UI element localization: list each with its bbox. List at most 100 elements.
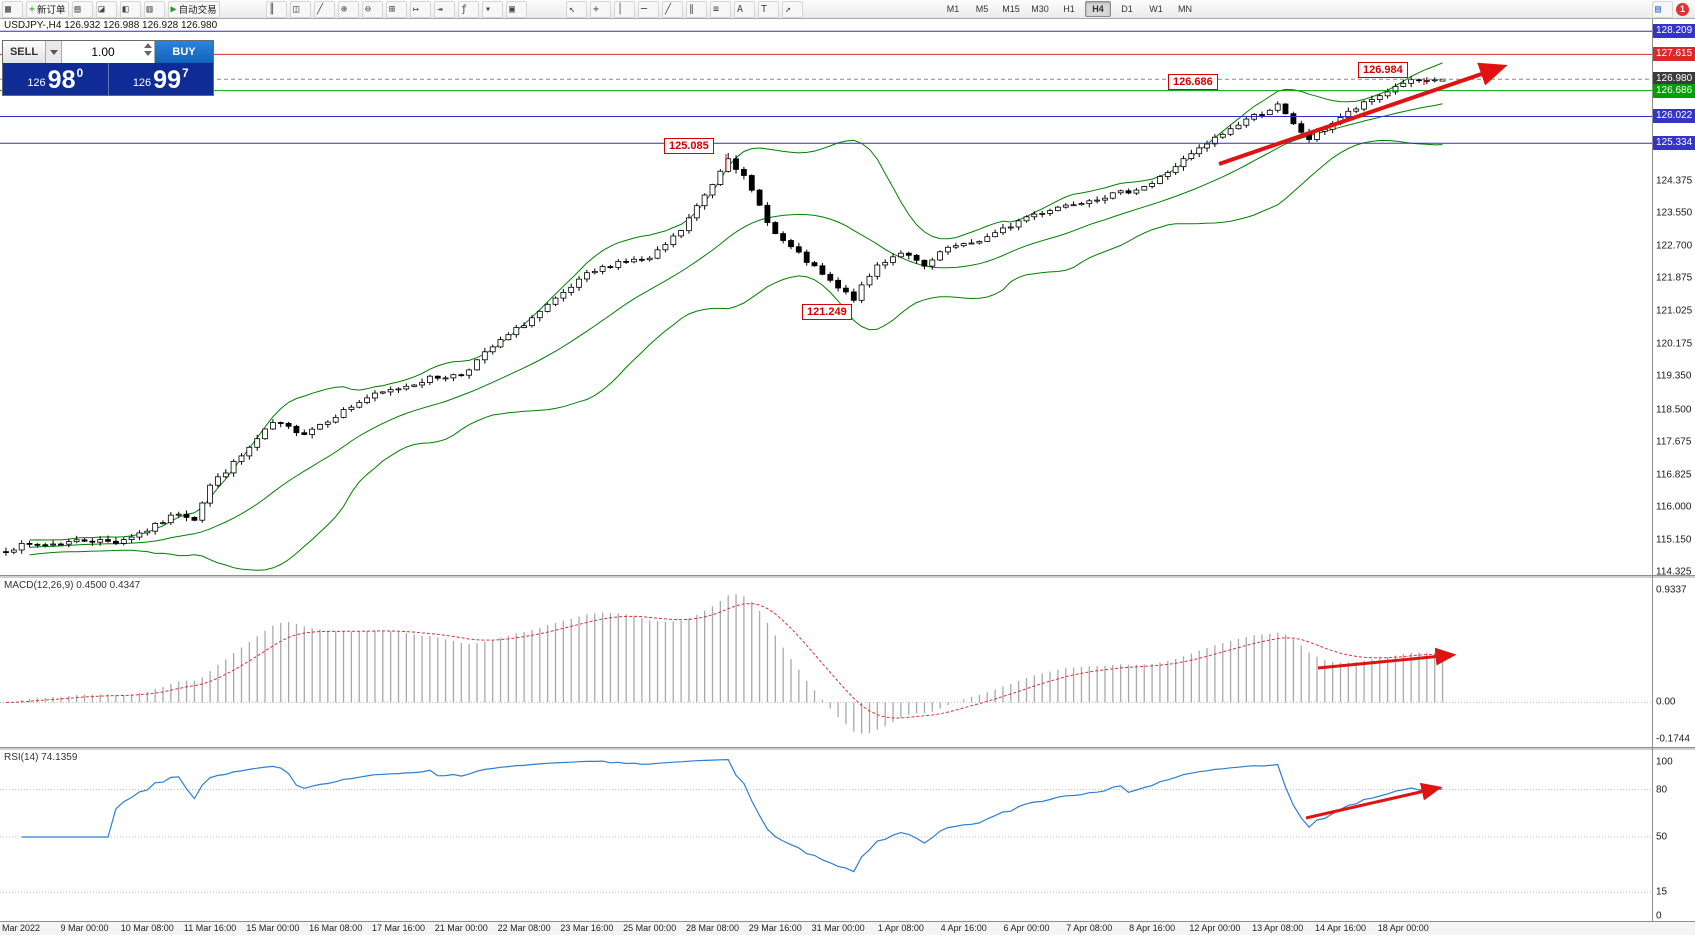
time-axis-label: 4 Apr 16:00 (940, 923, 987, 933)
spinner-up-icon[interactable] (144, 43, 152, 48)
sell-price-big: 98 (47, 66, 76, 95)
horizontal-line-icon: ─ (641, 3, 648, 15)
text-button[interactable]: A (734, 0, 755, 18)
buy-price-sup: 7 (181, 66, 189, 80)
data-window-button[interactable]: ◪ (95, 0, 117, 18)
time-axis-label: 29 Mar 16:00 (748, 923, 802, 933)
price-axis-label: 122.700 (1656, 240, 1693, 252)
main-chart-plot-area[interactable] (0, 18, 1652, 575)
periods-button[interactable]: ▾ (482, 0, 503, 18)
price-axis-label: 120.175 (1656, 338, 1693, 350)
timeframe-m15[interactable]: M15 (1002, 4, 1020, 14)
price-axis-label: 124.375 (1656, 175, 1693, 187)
time-axis-label: 11 Mar 16:00 (183, 923, 237, 933)
candlestick-chart-icon: ◫ (293, 3, 300, 15)
rsi-axis-label: 0 (1656, 910, 1662, 922)
trendline-button[interactable]: ╱ (662, 0, 683, 18)
chart-shift-button[interactable]: ↠ (434, 0, 455, 18)
panel-splitter-rsi[interactable] (0, 747, 1695, 750)
bar-chart-icon: ║ (269, 3, 276, 15)
toolbar-group-trade: ▦ + 新订单 ▤ ◪ ◧ ▥ ▶ 自动交易 (2, 0, 220, 18)
chevron-down-icon (49, 49, 58, 55)
macd-panel-plot-area[interactable] (0, 578, 1652, 747)
chart-info-line: USDJPY-,H4 126.932 126.988 126.928 126.9… (4, 20, 218, 31)
macd-axis-label: 0.00 (1656, 696, 1676, 708)
time-axis-label: 15 Mar 00:00 (246, 923, 300, 933)
cursor-button[interactable]: ↖ (566, 0, 587, 18)
sell-price-prefix: 126 (27, 77, 46, 89)
data-window-icon: ◪ (98, 3, 105, 15)
zoom-in-button[interactable]: ⊕ (338, 0, 359, 18)
volume-input[interactable] (62, 41, 154, 63)
vertical-line-icon: │ (617, 3, 624, 15)
macd-axis-label: 0.9337 (1656, 584, 1687, 596)
line-chart-button[interactable]: ╱ (314, 0, 335, 18)
line-chart-icon: ╱ (317, 3, 324, 15)
price-badge-support-green: 126.686 (1653, 83, 1695, 98)
bar-chart-button[interactable]: ║ (266, 0, 287, 18)
text-label-button[interactable]: T (758, 0, 779, 18)
navigator-icon: ◧ (122, 3, 129, 15)
timeframe-d1[interactable]: D1 (1121, 4, 1133, 14)
sell-button[interactable]: SELL (3, 41, 46, 63)
spinner-down-icon[interactable] (144, 51, 152, 56)
navigator-button[interactable]: ◧ (119, 0, 141, 18)
timeframe-w1[interactable]: W1 (1149, 4, 1163, 14)
panel-splitter-macd[interactable] (0, 575, 1695, 578)
vertical-line-button[interactable]: │ (614, 0, 635, 18)
horizontal-line-button[interactable]: ─ (638, 0, 659, 18)
timeframe-m1[interactable]: M1 (946, 4, 960, 14)
auto-scroll-button[interactable]: ↦ (410, 0, 431, 18)
terminal-button[interactable]: ▥ (143, 0, 165, 18)
new-order-button[interactable]: + 新订单 (26, 0, 69, 18)
buy-price-big: 99 (153, 66, 181, 95)
notification-badge[interactable]: 1 (1676, 2, 1689, 16)
time-axis-label: 10 Mar 08:00 (120, 923, 174, 933)
price-callout[interactable]: 125.085 (664, 138, 714, 154)
rsi-panel-plot-area[interactable] (0, 750, 1652, 921)
volume-dropdown-button[interactable] (46, 41, 62, 63)
price-callout[interactable]: 121.249 (802, 304, 852, 320)
buy-price-prefix: 126 (132, 77, 152, 89)
zoom-out-button[interactable]: ⊖ (362, 0, 383, 18)
time-axis-label: 22 Mar 08:00 (497, 923, 551, 933)
time-axis-label: 28 Mar 08:00 (685, 923, 740, 933)
buy-button[interactable]: BUY (155, 41, 213, 63)
time-axis-label: 18 Apr 00:00 (1377, 923, 1429, 933)
price-axis-label: 123.550 (1656, 207, 1693, 219)
charts-button[interactable]: ▦ (2, 0, 23, 18)
price-callout[interactable]: 126.686 (1168, 74, 1218, 90)
macd-axis-label: -0.1744 (1656, 733, 1690, 745)
timeframe-h4[interactable]: H4 (1085, 1, 1111, 17)
price-axis-label: 121.025 (1656, 305, 1693, 317)
volume-stepper[interactable] (144, 43, 152, 56)
templates-button[interactable]: ▣ (506, 0, 527, 18)
time-axis-label: 7 Apr 08:00 (1066, 923, 1113, 933)
time-axis-label: 14 Apr 16:00 (1314, 923, 1367, 933)
timeframe-m30[interactable]: M30 (1031, 4, 1049, 14)
indicators-button[interactable]: ƒ (458, 0, 479, 18)
equidistant-channel-button[interactable]: ∥ (686, 0, 707, 18)
timeframe-mn[interactable]: MN (1178, 4, 1192, 14)
news-icon: ▤ (1655, 3, 1662, 15)
fibonacci-button[interactable]: ≡ (710, 0, 731, 18)
timeframe-h1[interactable]: H1 (1063, 4, 1075, 14)
timeframe-toolbar: M1 M5 M15 M30 H1 H4 D1 W1 MN (940, 1, 1198, 17)
market-watch-button[interactable]: ▤ (71, 0, 93, 18)
crosshair-button[interactable]: + (590, 0, 611, 18)
time-axis[interactable]: Mar 2022 9 Mar 00:00 10 Mar 08:00 11 Mar 16… (0, 922, 1695, 935)
price-callout[interactable]: 126.984 (1358, 62, 1408, 78)
tile-windows-button[interactable]: ⊞ (386, 0, 407, 18)
autotrading-button[interactable]: ▶ 自动交易 (167, 0, 220, 18)
sell-quote[interactable]: 126 98 0 (3, 63, 108, 95)
news-button[interactable]: ▤ (1652, 0, 1673, 18)
timeframe-m5[interactable]: M5 (975, 4, 989, 14)
buy-quote[interactable]: 126 99 7 (109, 63, 214, 95)
order-row: SELL BUY (3, 41, 213, 63)
candlestick-chart-button[interactable]: ◫ (290, 0, 311, 18)
arrow-button[interactable]: ↗ (782, 0, 803, 18)
time-axis-label: Mar 2022 (2, 923, 41, 933)
autotrading-label: 自动交易 (178, 5, 217, 16)
arrow-icon: ↗ (785, 3, 792, 15)
time-axis-label: 16 Mar 08:00 (309, 923, 363, 933)
